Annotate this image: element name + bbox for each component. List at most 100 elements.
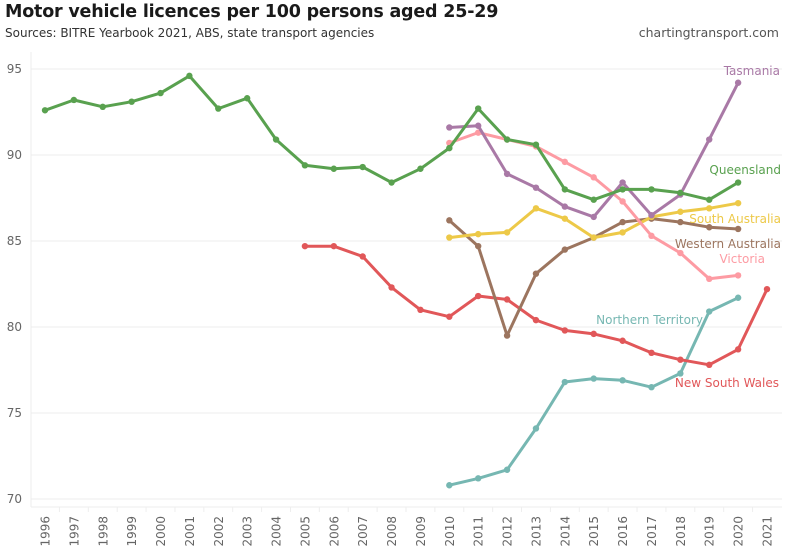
- series-label-northern-territory: Northern Territory: [596, 313, 703, 327]
- point-tasmania-2010[interactable]: [446, 124, 453, 131]
- point-south-australia-2018[interactable]: [677, 208, 684, 215]
- point-victoria-2018[interactable]: [677, 249, 684, 257]
- point-new-south-wales-2005[interactable]: [301, 242, 309, 250]
- point-queensland-2002[interactable]: [215, 105, 222, 112]
- point-northern-territory-2015[interactable]: [590, 375, 597, 382]
- point-queensland-1999[interactable]: [128, 98, 135, 105]
- point-tasmania-2011[interactable]: [475, 122, 482, 129]
- point-northern-territory-2014[interactable]: [561, 378, 569, 386]
- point-south-australia-2020[interactable]: [734, 199, 742, 207]
- point-western-australia-2014[interactable]: [561, 246, 569, 253]
- point-new-south-wales-2010[interactable]: [446, 313, 453, 320]
- point-victoria-2014[interactable]: [561, 158, 569, 166]
- point-tasmania-2014[interactable]: [561, 203, 569, 210]
- x-tick-label: 2000: [154, 516, 168, 546]
- point-south-australia-2011[interactable]: [475, 230, 482, 238]
- point-northern-territory-2016[interactable]: [619, 377, 626, 384]
- x-tick-label: 2016: [616, 516, 630, 546]
- point-victoria-2020[interactable]: [734, 272, 742, 279]
- point-queensland-2018[interactable]: [677, 189, 684, 197]
- point-victoria-2015[interactable]: [590, 174, 597, 181]
- point-queensland-2004[interactable]: [272, 136, 280, 143]
- point-northern-territory-2011[interactable]: [475, 475, 482, 482]
- point-new-south-wales-2006[interactable]: [330, 242, 337, 250]
- point-south-australia-2013[interactable]: [532, 205, 540, 212]
- point-south-australia-2019[interactable]: [706, 205, 713, 212]
- point-new-south-wales-2016[interactable]: [619, 337, 626, 344]
- point-queensland-2016[interactable]: [619, 186, 626, 193]
- point-new-south-wales-2013[interactable]: [532, 316, 540, 324]
- point-new-south-wales-2017[interactable]: [648, 349, 655, 356]
- point-queensland-2009[interactable]: [417, 165, 424, 172]
- point-northern-territory-2020[interactable]: [734, 294, 742, 301]
- point-western-australia-2010[interactable]: [446, 217, 453, 224]
- point-queensland-2008[interactable]: [388, 179, 395, 186]
- point-queensland-2011[interactable]: [475, 105, 482, 112]
- point-new-south-wales-2015[interactable]: [590, 330, 597, 338]
- point-new-south-wales-2021[interactable]: [763, 285, 771, 293]
- point-queensland-2005[interactable]: [301, 162, 309, 169]
- point-new-south-wales-2007[interactable]: [359, 253, 366, 260]
- point-new-south-wales-2014[interactable]: [561, 327, 569, 334]
- point-western-australia-2011[interactable]: [475, 242, 482, 250]
- point-queensland-2015[interactable]: [590, 196, 597, 203]
- x-tick-label: 2004: [270, 516, 284, 546]
- point-new-south-wales-2008[interactable]: [388, 284, 395, 291]
- point-queensland-2020[interactable]: [734, 179, 742, 186]
- point-queensland-2003[interactable]: [243, 95, 251, 102]
- point-new-south-wales-2011[interactable]: [475, 292, 482, 300]
- point-queensland-2000[interactable]: [157, 89, 164, 97]
- point-victoria-2019[interactable]: [706, 275, 713, 283]
- series-lines: [41, 72, 771, 489]
- point-western-australia-2018[interactable]: [677, 218, 684, 226]
- point-queensland-2010[interactable]: [446, 144, 453, 152]
- point-queensland-1998[interactable]: [99, 103, 106, 111]
- point-new-south-wales-2009[interactable]: [417, 306, 424, 313]
- point-south-australia-2016[interactable]: [619, 229, 626, 236]
- point-queensland-2007[interactable]: [359, 163, 366, 171]
- point-south-australia-2012[interactable]: [503, 229, 511, 236]
- point-south-australia-2010[interactable]: [446, 234, 453, 241]
- point-queensland-2001[interactable]: [186, 72, 193, 80]
- point-northern-territory-2012[interactable]: [503, 466, 511, 473]
- point-northern-territory-2010[interactable]: [446, 482, 453, 489]
- x-axis: 1996 1997 1998 1999 2000 2001 2002 2003 2004 2005…: [39, 507, 775, 546]
- gridlines: [30, 52, 782, 508]
- point-northern-territory-2019[interactable]: [706, 308, 713, 315]
- point-south-australia-2014[interactable]: [561, 215, 569, 222]
- point-queensland-2017[interactable]: [648, 186, 655, 193]
- point-western-australia-2020[interactable]: [734, 225, 742, 233]
- point-tasmania-2017[interactable]: [648, 212, 655, 219]
- point-new-south-wales-2020[interactable]: [734, 346, 742, 353]
- point-western-australia-2012[interactable]: [503, 332, 511, 339]
- series-label-new-south-wales: New South Wales: [675, 376, 779, 390]
- point-new-south-wales-2019[interactable]: [706, 361, 713, 369]
- point-queensland-1996[interactable]: [41, 107, 49, 114]
- point-new-south-wales-2012[interactable]: [503, 296, 511, 303]
- point-western-australia-2013[interactable]: [532, 270, 540, 277]
- point-western-australia-2019[interactable]: [706, 224, 713, 231]
- point-tasmania-2015[interactable]: [590, 213, 597, 221]
- point-new-south-wales-2018[interactable]: [677, 356, 684, 363]
- point-northern-territory-2017[interactable]: [648, 384, 655, 391]
- point-tasmania-2013[interactable]: [532, 184, 540, 191]
- point-victoria-2016[interactable]: [619, 198, 626, 205]
- point-victoria-2017[interactable]: [648, 232, 655, 240]
- point-queensland-2019[interactable]: [706, 196, 713, 203]
- point-queensland-2014[interactable]: [561, 186, 569, 193]
- point-queensland-2013[interactable]: [532, 141, 540, 148]
- point-tasmania-2016[interactable]: [619, 179, 626, 186]
- point-queensland-2006[interactable]: [330, 165, 337, 172]
- point-queensland-1997[interactable]: [70, 96, 78, 104]
- point-south-australia-2015[interactable]: [590, 234, 597, 241]
- y-tick-label: 80: [7, 320, 22, 334]
- point-queensland-2012[interactable]: [503, 136, 511, 143]
- y-tick-label: 75: [7, 406, 22, 420]
- point-northern-territory-2018[interactable]: [677, 370, 684, 377]
- point-northern-territory-2013[interactable]: [532, 425, 540, 432]
- point-tasmania-2019[interactable]: [706, 136, 713, 143]
- point-western-australia-2016[interactable]: [619, 218, 626, 226]
- point-tasmania-2020[interactable]: [734, 79, 742, 86]
- point-tasmania-2012[interactable]: [503, 170, 511, 178]
- x-tick-label: 1997: [67, 516, 81, 546]
